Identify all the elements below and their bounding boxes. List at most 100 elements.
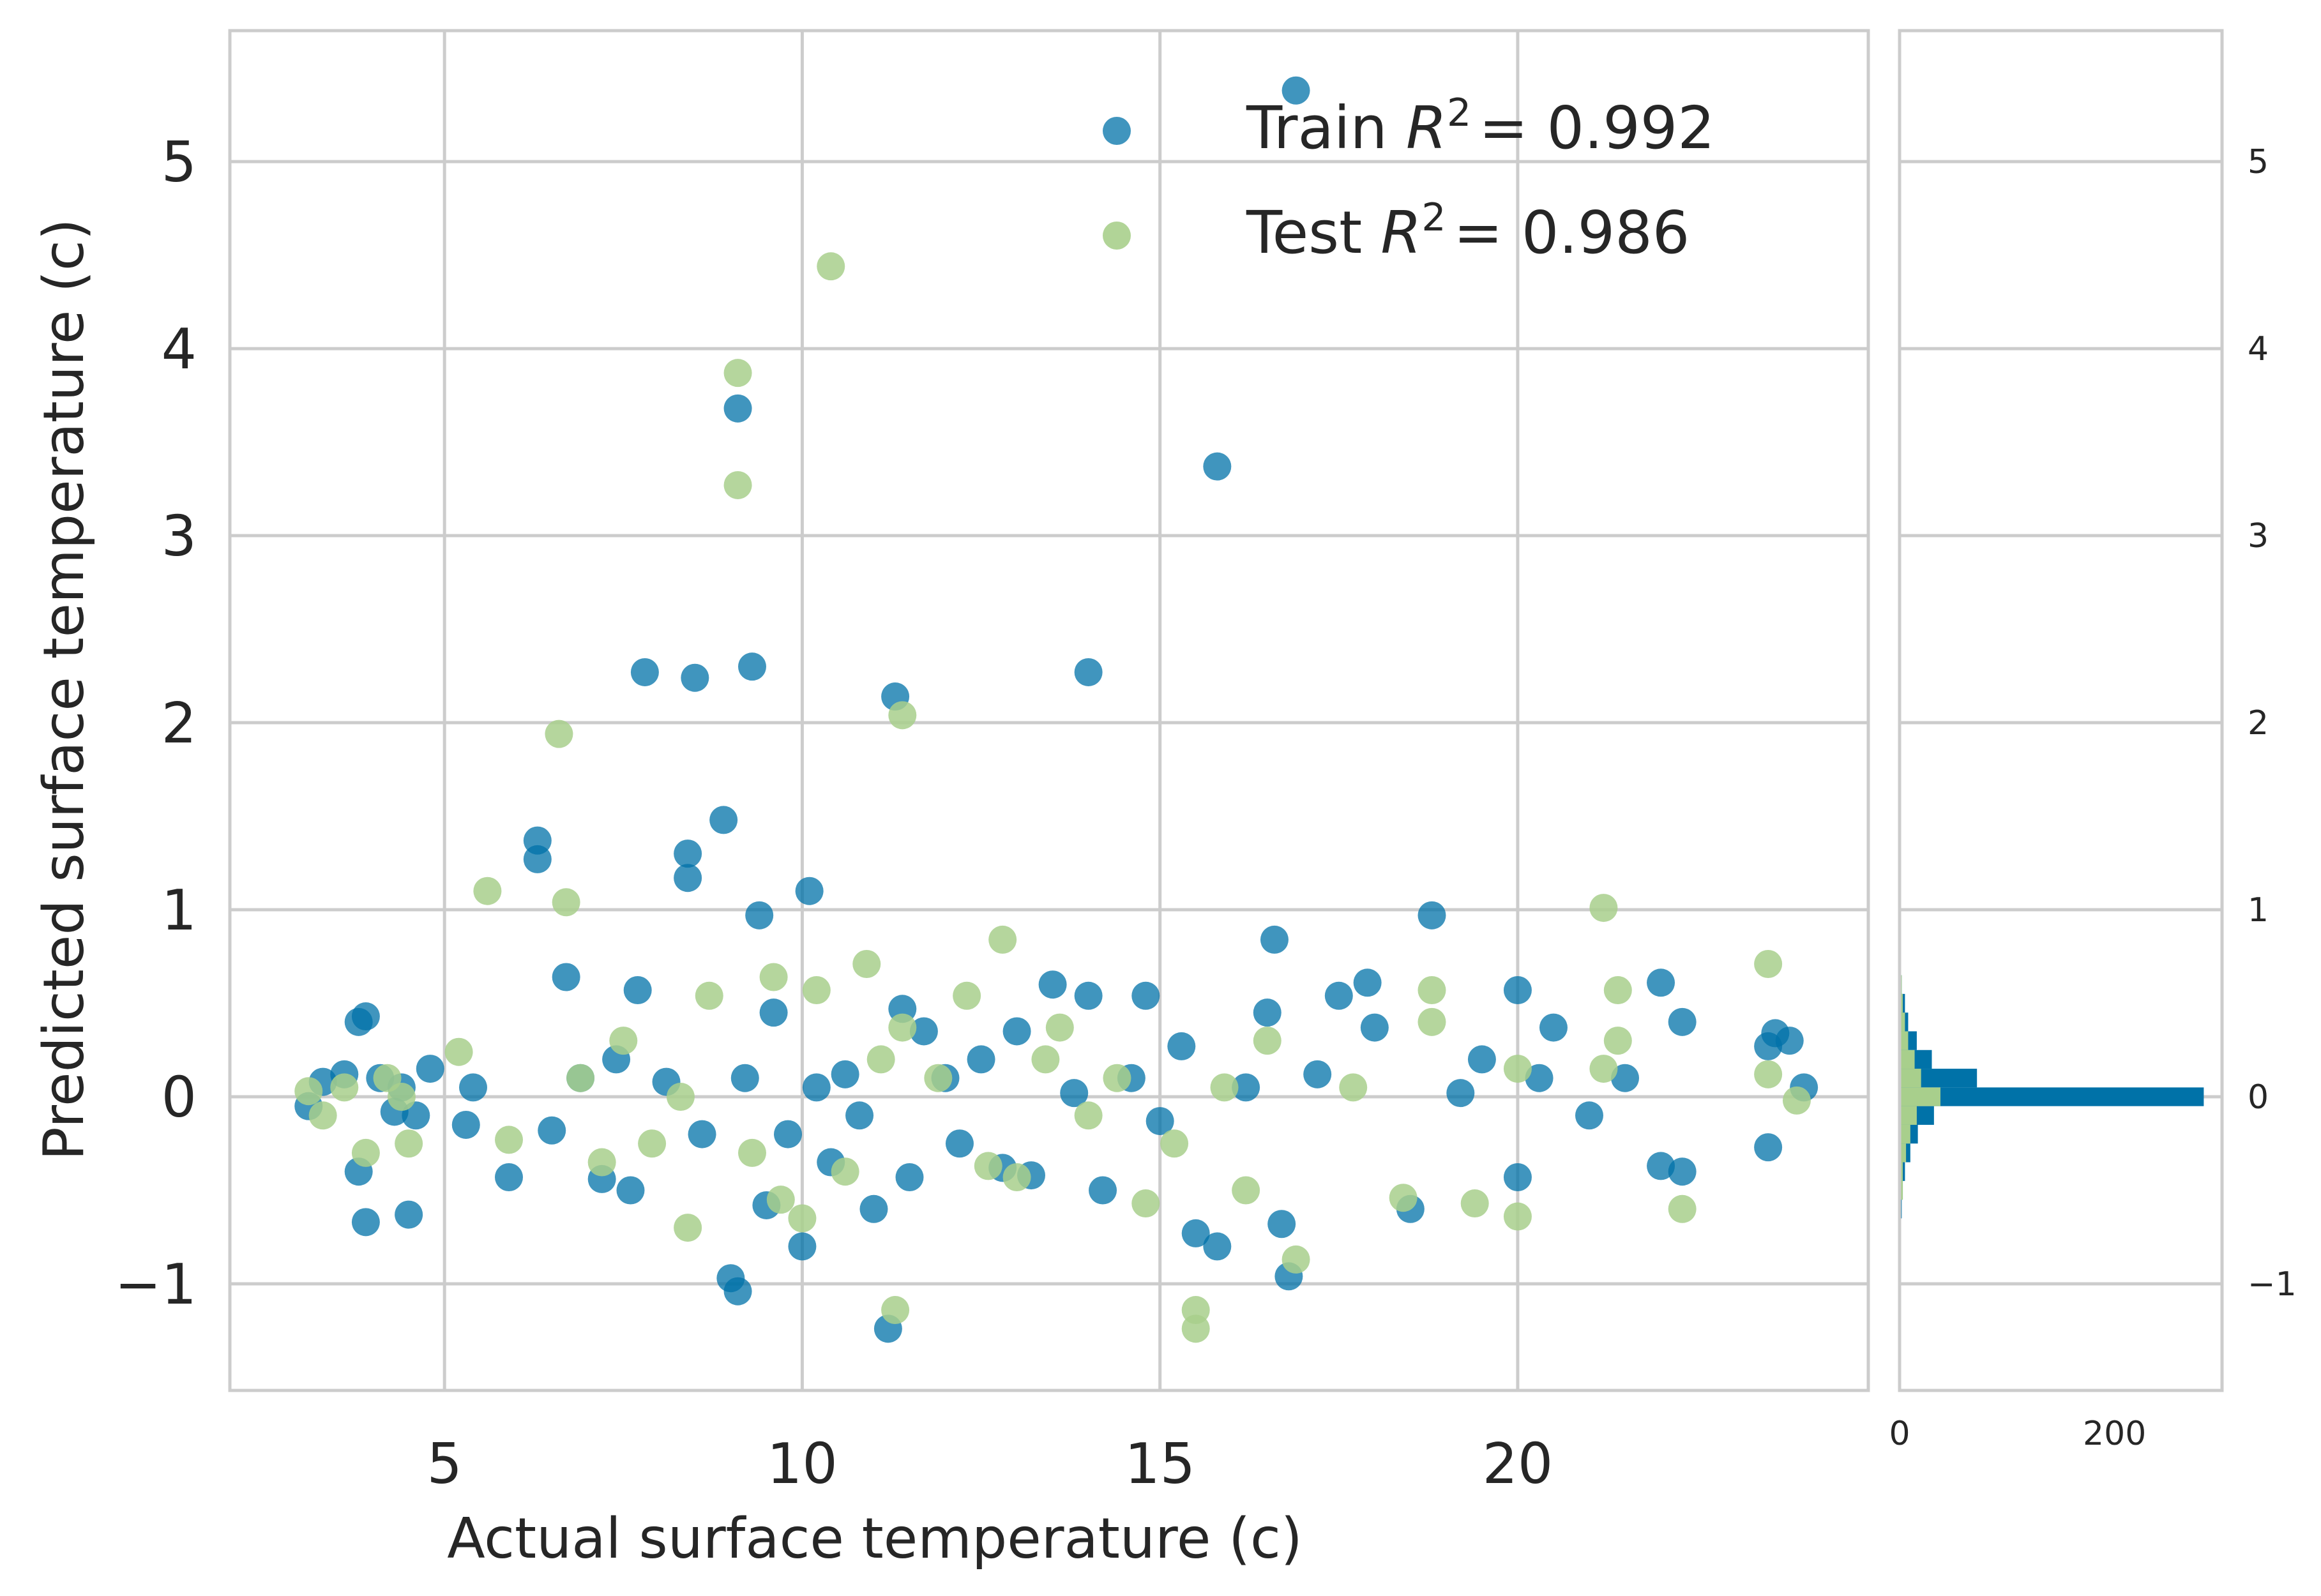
x-axis-label: Actual surface temperature (c) bbox=[447, 1506, 1303, 1571]
train-point bbox=[451, 1110, 480, 1139]
train-point bbox=[1074, 981, 1103, 1010]
train-point bbox=[1775, 1027, 1804, 1055]
train-point bbox=[730, 1064, 759, 1092]
histogram-x-tick-labels: 0 200 bbox=[1889, 1415, 2146, 1453]
train-point bbox=[709, 806, 738, 834]
test-point bbox=[695, 981, 723, 1010]
test-point bbox=[1031, 1045, 1060, 1074]
test-point bbox=[852, 949, 881, 978]
test-point bbox=[723, 359, 752, 388]
test-point bbox=[1503, 1202, 1532, 1231]
test-histogram-bar bbox=[1900, 1124, 1910, 1144]
histogram-x-tick-label: 200 bbox=[2083, 1415, 2146, 1453]
histogram-y-tick-label: 0 bbox=[2248, 1078, 2269, 1117]
train-point bbox=[538, 1116, 566, 1145]
test-point bbox=[1418, 1007, 1446, 1036]
train-point bbox=[1203, 452, 1232, 481]
test-point bbox=[1074, 1101, 1103, 1130]
test-point bbox=[587, 1148, 616, 1177]
train-point bbox=[1467, 1045, 1496, 1074]
test-point bbox=[953, 981, 981, 1010]
train-point bbox=[458, 1073, 487, 1102]
y-tick-label: 3 bbox=[162, 504, 197, 569]
histogram-frame bbox=[1898, 29, 2224, 1392]
legend-train-label: Train R2 = 0.992 bbox=[1246, 91, 1715, 162]
train-point bbox=[523, 845, 552, 873]
test-point bbox=[1389, 1184, 1418, 1212]
train-point bbox=[1260, 925, 1289, 954]
train-point bbox=[1503, 976, 1532, 1005]
scatter-plot-frame bbox=[228, 29, 1870, 1392]
test-histogram-bar bbox=[1900, 1013, 1905, 1032]
test-histogram-bar bbox=[1900, 1087, 1940, 1106]
y-tick-labels: −1 0 1 2 3 4 5 bbox=[115, 130, 197, 1317]
train-point bbox=[759, 998, 788, 1027]
test-point bbox=[802, 976, 831, 1005]
train-point bbox=[1668, 1157, 1697, 1186]
train-point bbox=[1575, 1101, 1603, 1130]
train-point bbox=[681, 663, 709, 692]
train-point bbox=[1060, 1079, 1089, 1108]
test-point bbox=[1603, 976, 1632, 1005]
train-point bbox=[795, 877, 824, 905]
train-point bbox=[1038, 970, 1067, 999]
train-point bbox=[630, 658, 659, 686]
legend-test-marker bbox=[1103, 222, 1131, 250]
train-point bbox=[1167, 1032, 1196, 1060]
test-point bbox=[831, 1157, 859, 1186]
test-point bbox=[1253, 1027, 1281, 1055]
train-histogram-bar bbox=[1900, 1087, 2204, 1106]
train-point bbox=[774, 1120, 803, 1148]
test-point bbox=[1668, 1194, 1697, 1223]
train-point bbox=[1181, 1219, 1210, 1247]
train-point bbox=[945, 1129, 974, 1158]
train-point bbox=[674, 864, 702, 892]
y-tick-label: 4 bbox=[162, 317, 197, 382]
x-tick-label: 20 bbox=[1483, 1431, 1554, 1496]
y-axis-label: Predicted surface temperature (c) bbox=[31, 218, 96, 1160]
test-histogram-bar bbox=[1900, 1031, 1909, 1050]
train-point bbox=[495, 1163, 524, 1191]
test-histogram-bar bbox=[1900, 993, 1903, 1013]
train-point bbox=[1303, 1060, 1332, 1088]
test-histogram-bar bbox=[1900, 1050, 1915, 1069]
train-point bbox=[1324, 981, 1353, 1010]
train-point bbox=[1668, 1007, 1697, 1036]
test-point bbox=[881, 1296, 910, 1325]
test-point bbox=[1603, 1027, 1632, 1055]
test-point bbox=[552, 888, 580, 917]
train-point bbox=[552, 963, 580, 991]
train-point bbox=[737, 652, 766, 681]
test-point bbox=[674, 1214, 702, 1242]
train-point bbox=[1539, 1013, 1568, 1042]
test-point bbox=[495, 1125, 524, 1154]
train-point bbox=[1446, 1079, 1475, 1108]
train-point bbox=[1360, 1013, 1389, 1042]
train-point bbox=[1525, 1064, 1554, 1092]
test-histogram-bar bbox=[1900, 1180, 1903, 1200]
train-point bbox=[723, 1277, 752, 1306]
test-point bbox=[759, 963, 788, 991]
train-point bbox=[416, 1055, 444, 1083]
test-point bbox=[1339, 1073, 1368, 1102]
test-histogram-bar bbox=[1900, 1106, 1917, 1125]
test-point bbox=[817, 252, 845, 281]
test-histogram-bar bbox=[1900, 1069, 1921, 1088]
train-point bbox=[1203, 1232, 1232, 1261]
test-point bbox=[1045, 1013, 1074, 1042]
train-point bbox=[1253, 998, 1281, 1027]
y-tick-label: 0 bbox=[162, 1065, 197, 1130]
test-point bbox=[1754, 1060, 1783, 1088]
test-histogram-bar bbox=[1900, 1143, 1907, 1163]
test-point bbox=[1131, 1189, 1160, 1218]
test-point bbox=[1754, 949, 1783, 978]
scatter-plot-area: 5 10 15 20 −1 0 1 2 3 4 5 Actual surface temperat… bbox=[31, 29, 1870, 1571]
test-point bbox=[1210, 1073, 1239, 1102]
y-tick-label: 1 bbox=[162, 878, 197, 943]
test-point bbox=[988, 925, 1017, 954]
train-point bbox=[1503, 1163, 1532, 1191]
train-point bbox=[967, 1045, 995, 1074]
test-point bbox=[1103, 1064, 1131, 1092]
scatter-plot-background bbox=[230, 31, 1868, 1390]
test-point bbox=[294, 1077, 323, 1106]
